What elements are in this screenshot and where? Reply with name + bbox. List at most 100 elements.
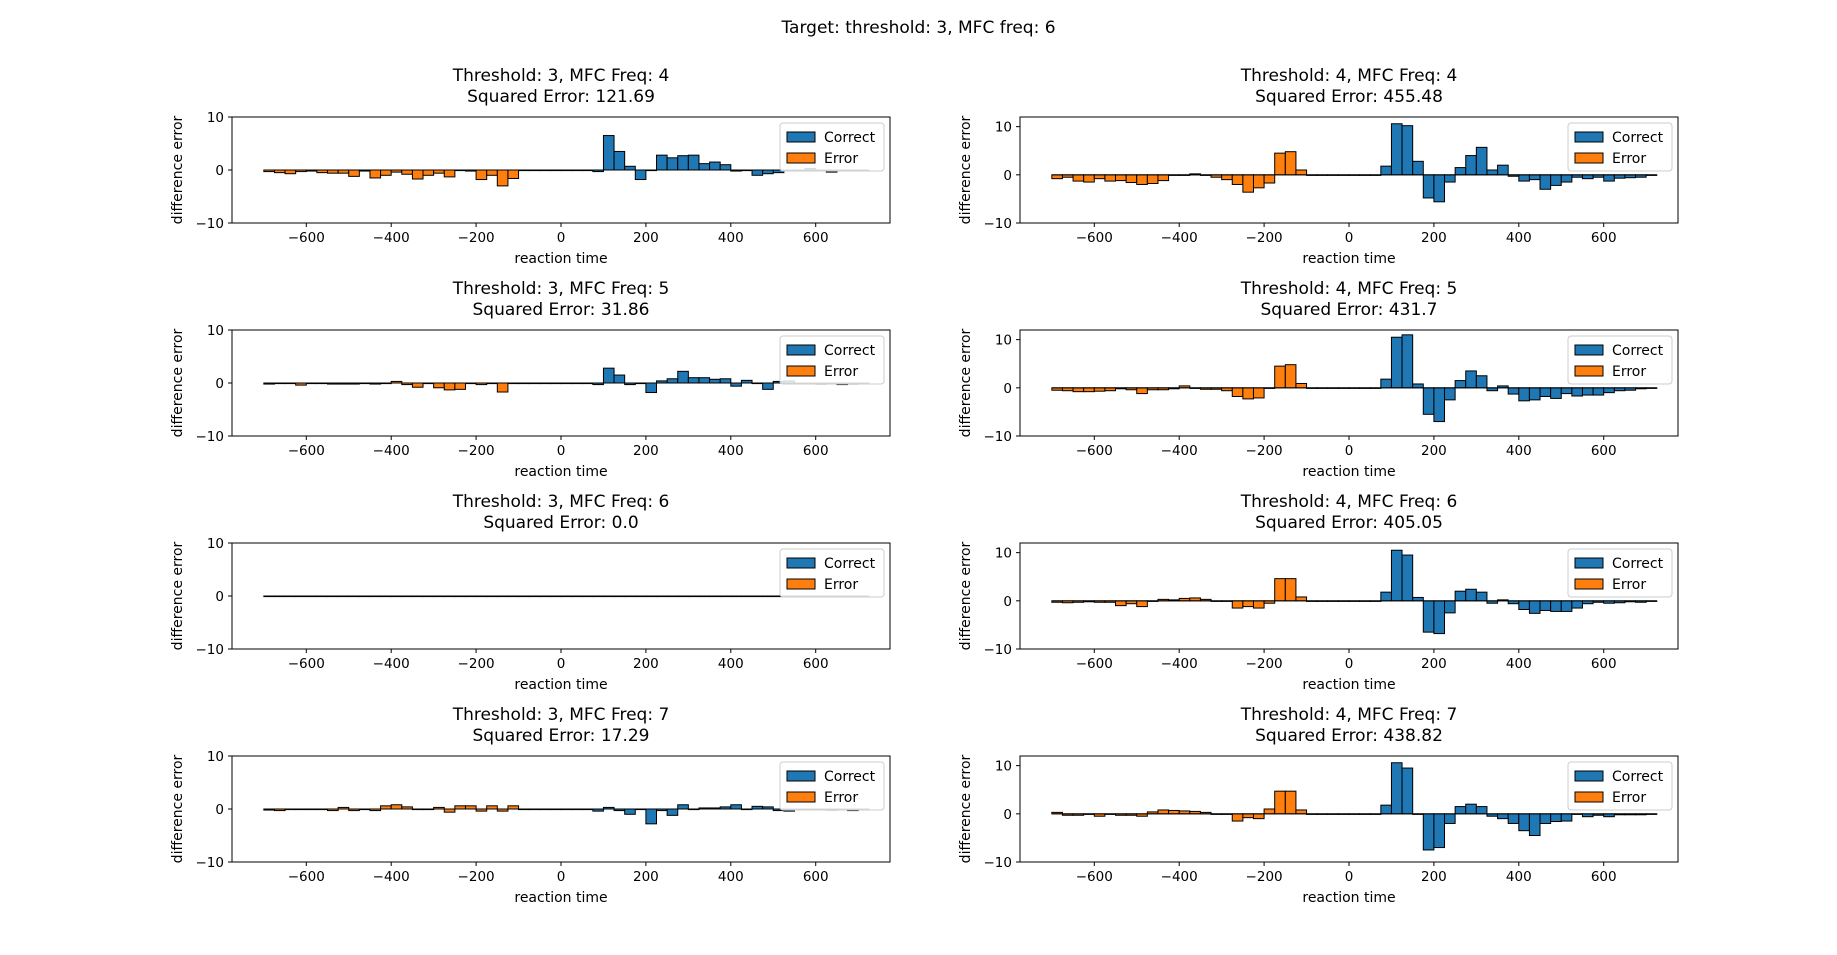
bar-correct [1560,813,1573,822]
bar-correct [1454,167,1467,176]
x-tick-label: −400 [1161,230,1198,246]
bars [263,367,870,394]
bar-error [284,169,297,175]
y-tick-label: 0 [215,163,224,179]
bar-correct [677,155,689,171]
bar-correct [1475,806,1488,815]
bar-error [433,382,445,389]
bar-error [390,804,403,810]
bar-error [1242,387,1254,400]
x-axis-label: reaction time [1302,251,1395,267]
bar-error [1157,174,1170,182]
y-tick-label: −10 [984,642,1013,658]
y-axis-label: difference error [170,754,186,863]
legend-label-error: Error [824,577,858,593]
legend-swatch-error [786,578,816,590]
bar-error [401,169,413,175]
bar-error [1252,813,1265,820]
y-axis-label: difference error [958,541,974,650]
subplot-title: Threshold: 3, MFC Freq: 6 [452,492,670,512]
bar-correct [762,382,774,390]
y-tick-label: 0 [1003,807,1012,823]
bar-correct [1560,387,1573,395]
legend-label-error: Error [824,151,858,167]
subplot-subtitle: Squared Error: 31.86 [473,300,650,320]
x-tick-label: −400 [373,230,410,246]
x-axis-label: reaction time [1302,464,1395,480]
x-tick-label: −600 [1076,443,1113,459]
subplot-title: Threshold: 4, MFC Freq: 5 [1240,279,1458,299]
x-tick-label: 0 [557,656,566,672]
y-tick-label: −10 [196,216,225,232]
bar-correct [762,169,774,175]
bar-correct [730,804,742,810]
legend: Correct Error [1567,122,1673,172]
legend-swatch-error [1574,791,1604,803]
bar-error [1242,174,1254,193]
y-axis-label: difference error [958,754,974,863]
x-tick-label: 200 [1421,443,1447,459]
legend-label-correct: Correct [824,769,876,785]
legend-swatch-error [786,365,816,377]
bar-correct [1539,600,1552,611]
bar-error [1146,174,1159,184]
x-tick-label: −200 [458,443,495,459]
bar-correct [698,377,711,384]
x-tick-label: −200 [458,230,495,246]
bar-correct [666,157,679,171]
legend-label-error: Error [1612,790,1646,806]
legend-label-error: Error [1612,151,1646,167]
x-tick-label: 600 [1591,230,1617,246]
bar-correct [1603,387,1615,394]
bar-error [369,169,382,179]
legend-swatch-correct [1574,344,1604,356]
y-tick-label: 0 [215,589,224,605]
legend: Correct Error [779,548,885,598]
bar-error [1231,813,1244,822]
x-tick-label: 600 [1591,656,1617,672]
bar-error [1072,387,1085,393]
bar-correct [719,378,732,384]
y-tick-label: 0 [215,376,224,392]
x-tick-label: 400 [718,656,744,672]
bar-error [496,169,509,187]
bar-correct [1518,174,1530,182]
x-tick-label: −400 [1161,656,1198,672]
y-axis-label: difference error [958,328,974,437]
bar-correct [1550,387,1562,399]
y-tick-label: 10 [995,120,1012,136]
x-tick-label: 0 [1345,869,1354,885]
bar-correct [613,150,626,171]
bar-error [496,382,509,393]
bars [1051,334,1658,423]
y-tick-label: −10 [984,429,1013,445]
bar-error [1284,364,1297,389]
bar-correct [1581,387,1594,396]
bar-correct [709,161,721,171]
x-tick-label: 200 [633,869,659,885]
bar-correct [1433,600,1446,635]
subplot-title: Threshold: 4, MFC Freq: 6 [1240,492,1458,512]
bar-correct [1571,387,1583,397]
legend-label-correct: Correct [824,556,876,572]
legend-label-correct: Correct [1612,769,1664,785]
bars [1051,123,1658,203]
y-tick-label: 10 [995,333,1012,349]
bar-correct [1507,813,1520,824]
bar-error [1274,365,1286,389]
bars [263,135,870,187]
legend-label-correct: Correct [1612,556,1664,572]
bar-error [1252,174,1265,189]
bar-error [1252,387,1265,399]
bar-correct [1390,336,1403,389]
y-tick-label: 10 [207,110,224,126]
legend-label-error: Error [824,364,858,380]
bar-correct [1433,387,1446,423]
subplot-subtitle: Squared Error: 438.82 [1255,726,1443,746]
bar-correct [709,378,721,384]
legend-label-correct: Correct [824,343,876,359]
bar-correct [613,374,626,384]
